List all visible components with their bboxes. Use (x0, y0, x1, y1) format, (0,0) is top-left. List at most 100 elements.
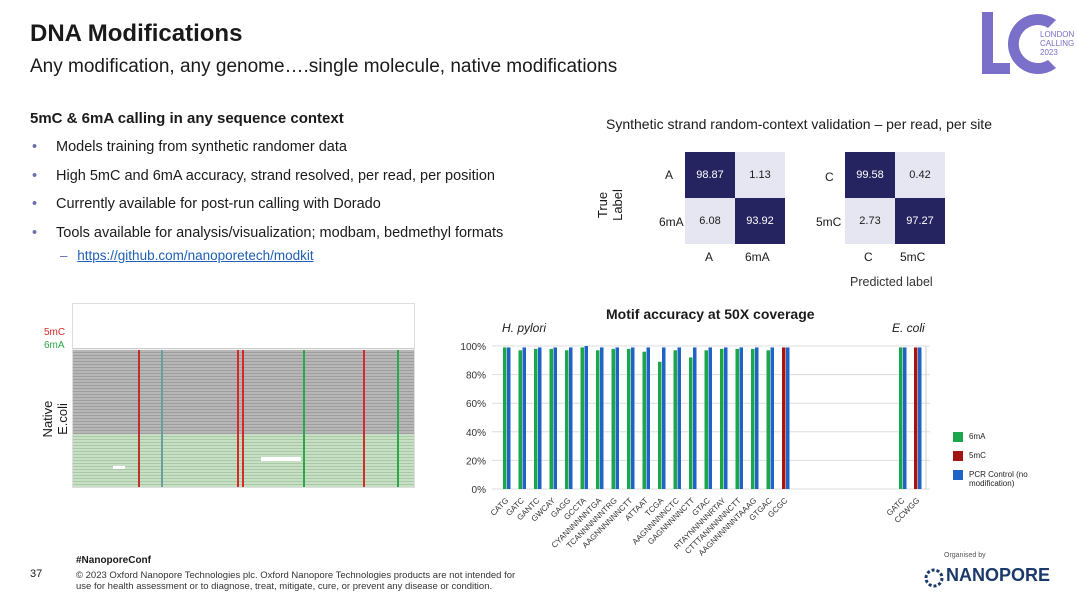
read-gap (261, 457, 301, 461)
bar (658, 361, 662, 489)
slide-subtitle: Any modification, any genome….single mol… (30, 56, 618, 77)
hashtag: #NanoporeConf (76, 555, 151, 566)
cm-cell: 2.73 (845, 198, 895, 244)
bar (786, 347, 790, 489)
bar (689, 357, 693, 489)
y-tick-label: 80% (466, 371, 486, 382)
cm-cell: 97.27 (895, 198, 945, 244)
genome-coverage-track (73, 304, 414, 349)
mod-signal-line (303, 350, 305, 487)
mod-signal-line (242, 350, 244, 487)
bar (720, 348, 724, 489)
bar (596, 350, 600, 489)
cm-col-label: C (864, 250, 873, 264)
bar (751, 348, 755, 489)
organised-by: Organised by (944, 552, 986, 559)
cm-cell: 6.08 (685, 198, 735, 244)
bar (704, 350, 708, 489)
bullet-list: Models training from synthetic randomer … (30, 133, 570, 247)
section-heading: 5mC & 6mA calling in any sequence contex… (30, 110, 344, 127)
london-calling-logo (982, 12, 1056, 75)
bar (739, 347, 743, 489)
cm-row-label: 6mA (659, 215, 684, 229)
confusion-ylabel: True Label (595, 189, 625, 221)
chart-legend: 6mA 5mC PCR Control (no modification) (953, 432, 1049, 498)
bar (782, 347, 786, 489)
bar (770, 347, 774, 489)
legend-item: PCR Control (no modification) (953, 470, 1049, 488)
cm-row-label: A (665, 168, 674, 182)
bullet-item: Tools available for analysis/visualizati… (30, 219, 570, 248)
mod-signal-line (363, 350, 365, 487)
cm-col-label: 5mC (900, 250, 926, 264)
slide-title: DNA Modifications (30, 20, 243, 47)
genome-5mc-label: 5mC (44, 327, 66, 338)
bar (538, 347, 542, 489)
bullet-item: High 5mC and 6mA accuracy, strand resolv… (30, 162, 570, 191)
bar (899, 347, 903, 489)
bar (549, 348, 553, 489)
bar (600, 347, 604, 489)
nanopore-logo-icon (924, 568, 944, 588)
legend-label: PCR Control (no modification) (969, 470, 1028, 488)
genome-6ma-label: 6mA (44, 340, 65, 351)
cm-cell: 1.13 (735, 152, 785, 198)
bar (673, 350, 677, 489)
cm-row-label: C (825, 170, 834, 184)
bar (724, 347, 728, 489)
bar (565, 350, 569, 489)
legend-item: 5mC (953, 451, 1049, 461)
cm-cell: 93.92 (735, 198, 785, 244)
bar (631, 347, 635, 489)
y-tick-label: 40% (466, 428, 486, 439)
modkit-sub-bullet: – https://github.com/nanoporetech/modkit (60, 248, 314, 263)
bar (918, 347, 922, 489)
y-tick-label: 60% (466, 399, 486, 410)
bar (646, 347, 650, 489)
bullet-item: Models training from synthetic randomer … (30, 133, 570, 162)
dash-marker: – (60, 248, 68, 263)
cm-row-label: 5mC (816, 215, 842, 229)
legend-swatch-pcr (953, 470, 963, 480)
cm-col-label: A (705, 250, 714, 264)
bar (553, 347, 557, 489)
bar (522, 347, 526, 489)
group-label-hpylori: H. pylori (502, 321, 547, 335)
modkit-link[interactable]: https://github.com/nanoporetech/modkit (77, 248, 314, 263)
copyright-notice: © 2023 Oxford Nanopore Technologies plc.… (76, 570, 516, 592)
bullet-item: Currently available for post-run calling… (30, 190, 570, 219)
cm-cell: 99.58 (845, 152, 895, 198)
bar (580, 347, 584, 489)
legend-label: 6mA (969, 432, 986, 441)
group-label-ecoli: E. coli (892, 321, 925, 335)
mod-signal-line (237, 350, 239, 487)
read-gap (113, 466, 125, 469)
y-tick-label: 20% (466, 456, 486, 467)
bar (766, 350, 770, 489)
bar (518, 350, 522, 489)
motif-chart-title: Motif accuracy at 50X coverage (606, 306, 815, 322)
y-tick-label: 100% (460, 342, 486, 353)
legend-item: 6mA (953, 432, 1049, 442)
legend-swatch-5mc (953, 451, 963, 461)
cm-col-label: 6mA (745, 250, 770, 264)
bar (615, 347, 619, 489)
nanopore-brand: NANOPORE (946, 565, 1051, 585)
cm-cell: 98.87 (685, 152, 735, 198)
bar (507, 347, 511, 489)
bar (627, 348, 631, 489)
motif-accuracy-chart: 0%20%40%60%80%100%CATGGATCGANTCGWCAYGAGG… (460, 342, 930, 558)
confusion-xlabel: Predicted label (850, 275, 933, 289)
genome-browser-view (72, 303, 415, 488)
page-number: 37 (30, 568, 43, 580)
bar (584, 346, 588, 489)
bar (642, 351, 646, 489)
genome-side-label: Native E.coli (40, 400, 70, 438)
bar (662, 347, 666, 489)
bar (569, 347, 573, 489)
bar (708, 347, 712, 489)
bar (903, 347, 907, 489)
mod-signal-line (397, 350, 399, 487)
mod-signal-line (138, 350, 140, 487)
bar (611, 348, 615, 489)
